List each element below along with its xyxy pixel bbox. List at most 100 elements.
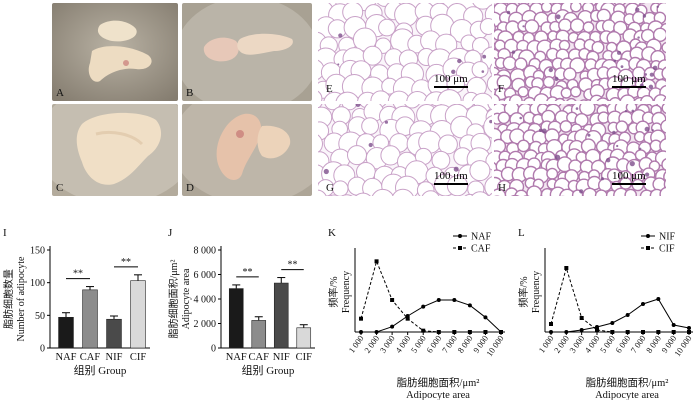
- data-point: [374, 259, 379, 264]
- y-tick-label: 0: [40, 344, 45, 355]
- legend-marker: [646, 234, 650, 238]
- x-tick-label: 8 000: [644, 333, 663, 354]
- panel-letter: K: [328, 227, 336, 239]
- data-point: [687, 330, 691, 334]
- significance-mark: **: [243, 267, 253, 278]
- series-line-caf: [360, 259, 501, 333]
- nucleus: [522, 25, 525, 28]
- data-point: [452, 330, 457, 334]
- data-point: [671, 330, 676, 334]
- adipose-tissue-photo: [182, 104, 312, 196]
- legend-marker: [458, 234, 462, 238]
- nucleus: [617, 50, 621, 55]
- data-point: [483, 315, 488, 320]
- data-point: [359, 330, 363, 334]
- nucleus: [600, 177, 604, 181]
- scale-bar-line: [612, 86, 646, 88]
- panel-letter-f: F: [498, 83, 505, 95]
- adipocyte-cell: [563, 67, 577, 81]
- adipocyte-cell: [570, 3, 582, 13]
- x-tick-label: 3 000: [378, 333, 397, 354]
- data-point: [374, 330, 379, 334]
- x-tick-label: 4 000: [582, 333, 601, 354]
- adipocyte-cell: [332, 180, 349, 196]
- adipocyte-cell: [371, 188, 394, 196]
- adipocyte-cell: [497, 111, 511, 125]
- adipocyte-cell: [392, 188, 414, 196]
- nucleus: [368, 142, 373, 148]
- x-tick-label: 4 000: [393, 333, 412, 354]
- data-point: [610, 321, 615, 325]
- data-point: [549, 330, 553, 334]
- adipocyte-histology-image: [494, 104, 666, 196]
- photo-panel-b: B: [182, 3, 312, 101]
- legend-label: CAF: [471, 244, 491, 255]
- adipocyte-cell: [318, 90, 323, 101]
- adipocyte-cell: [328, 194, 340, 196]
- nucleus: [482, 54, 487, 59]
- adipocyte-cell: [559, 188, 576, 196]
- adipocyte-cell: [431, 150, 451, 170]
- bar: [296, 327, 312, 349]
- scale-bar-label: 100 μm: [434, 73, 468, 85]
- series-line-cif: [550, 266, 689, 333]
- adipocyte-cell: [540, 3, 553, 13]
- adipocyte-cell: [569, 18, 585, 34]
- data-point: [641, 302, 645, 306]
- series-line-nif: [551, 298, 690, 333]
- adipocyte-histology-image: [494, 3, 666, 101]
- data-point: [421, 328, 426, 333]
- adipocyte-cell: [494, 188, 507, 196]
- nucleus: [639, 147, 642, 150]
- y-axis-label-cn: 频率/%: [327, 276, 340, 307]
- x-tick-label: CAF: [249, 352, 270, 363]
- adipocyte-cell: [560, 87, 573, 99]
- photo-panel-d: D: [182, 104, 312, 196]
- y-tick-label: 0: [211, 344, 216, 355]
- photo-panel-c: C: [52, 104, 178, 196]
- nucleus: [548, 67, 553, 73]
- y-tick-label: 150: [30, 246, 45, 257]
- scale-bar: 100 μm: [612, 73, 646, 88]
- bar: [58, 316, 74, 349]
- panel-letter: J: [168, 227, 173, 239]
- adipocyte-cell: [559, 120, 573, 133]
- adipocyte-cell: [526, 185, 543, 196]
- adipose-tissue-photo: [52, 104, 178, 196]
- scale-bar-line: [612, 183, 646, 185]
- adipocyte-cell: [663, 178, 666, 190]
- x-tick-label: 10 000: [484, 333, 506, 358]
- adipocyte-cell: [554, 97, 566, 101]
- significance-mark: **: [288, 260, 298, 271]
- panel-letter-a: A: [56, 87, 64, 99]
- adipocyte-cell: [661, 158, 666, 172]
- adipocyte-cell: [546, 167, 559, 180]
- adipocyte-cell: [471, 191, 490, 196]
- panel-letter: L: [518, 227, 525, 239]
- x-tick-label: CIF: [296, 352, 313, 363]
- adipocyte-cell: [471, 92, 492, 101]
- adipocyte-cell: [355, 192, 371, 196]
- adipocyte-cell: [574, 113, 589, 128]
- y-axis-label-en: Number of adipocyte: [16, 256, 27, 342]
- nucleus: [656, 5, 659, 8]
- y-axis-label-en: Frequency: [341, 271, 352, 313]
- x-axis-label-cn: 脂肪细胞面积/μm²: [586, 376, 669, 389]
- nucleus: [642, 14, 647, 18]
- data-point: [483, 330, 488, 334]
- data-point: [436, 330, 441, 334]
- scale-bar-label: 100 μm: [612, 73, 646, 85]
- adipocyte-cell: [569, 86, 582, 98]
- adipocyte-cell: [510, 194, 520, 196]
- data-point: [656, 330, 661, 334]
- adipocyte-cell: [582, 187, 598, 196]
- adipocyte-cell: [640, 95, 654, 101]
- data-point: [452, 298, 457, 302]
- nucleus: [587, 133, 591, 137]
- adipocyte-cell: [517, 139, 530, 153]
- data-point: [421, 304, 426, 309]
- panel-letter-h: H: [498, 182, 506, 194]
- adipocyte-cell: [437, 89, 462, 101]
- adipocyte-cell: [488, 192, 492, 196]
- adipocyte-cell: [613, 20, 628, 36]
